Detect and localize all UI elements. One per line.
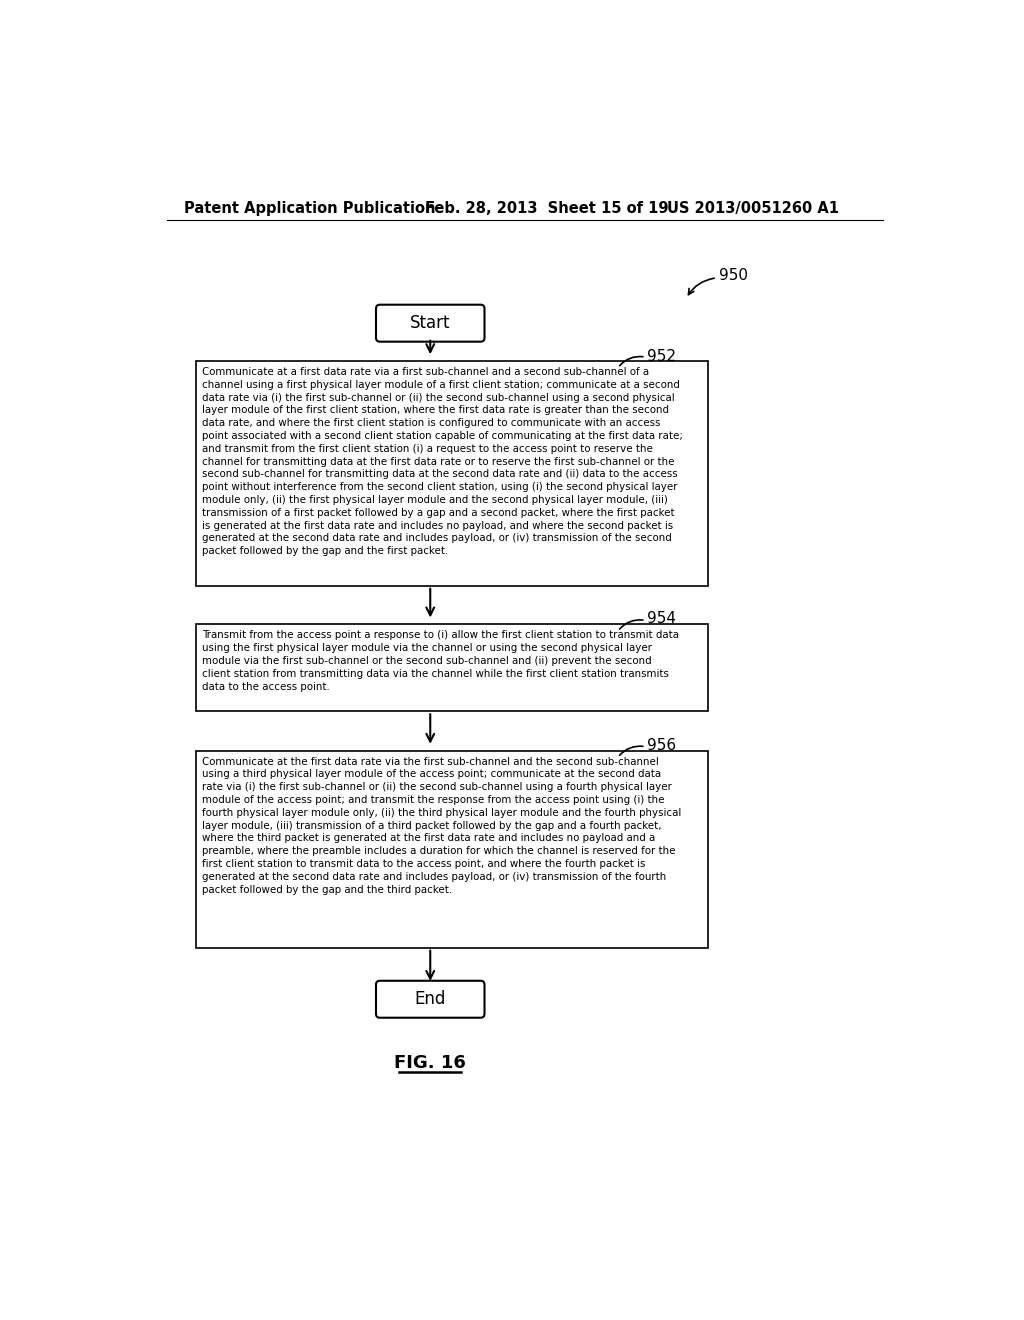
Text: Transmit from the access point a response to (i) allow the first client station : Transmit from the access point a respons… bbox=[203, 631, 679, 692]
Text: Feb. 28, 2013  Sheet 15 of 19: Feb. 28, 2013 Sheet 15 of 19 bbox=[425, 201, 669, 216]
Text: 956: 956 bbox=[647, 738, 677, 752]
Text: US 2013/0051260 A1: US 2013/0051260 A1 bbox=[667, 201, 839, 216]
Text: Communicate at a first data rate via a first sub-channel and a second sub-channe: Communicate at a first data rate via a f… bbox=[203, 367, 683, 556]
FancyBboxPatch shape bbox=[197, 751, 708, 948]
Text: 950: 950 bbox=[719, 268, 749, 282]
Text: 952: 952 bbox=[647, 348, 676, 364]
FancyBboxPatch shape bbox=[376, 981, 484, 1018]
Text: Patent Application Publication: Patent Application Publication bbox=[183, 201, 435, 216]
Text: 954: 954 bbox=[647, 611, 676, 627]
Text: Communicate at the first data rate via the first sub-channel and the second sub-: Communicate at the first data rate via t… bbox=[203, 756, 682, 895]
Text: Start: Start bbox=[410, 314, 451, 333]
FancyBboxPatch shape bbox=[376, 305, 484, 342]
Text: End: End bbox=[415, 990, 445, 1008]
FancyBboxPatch shape bbox=[197, 360, 708, 586]
Text: FIG. 16: FIG. 16 bbox=[394, 1055, 466, 1072]
FancyBboxPatch shape bbox=[197, 624, 708, 711]
